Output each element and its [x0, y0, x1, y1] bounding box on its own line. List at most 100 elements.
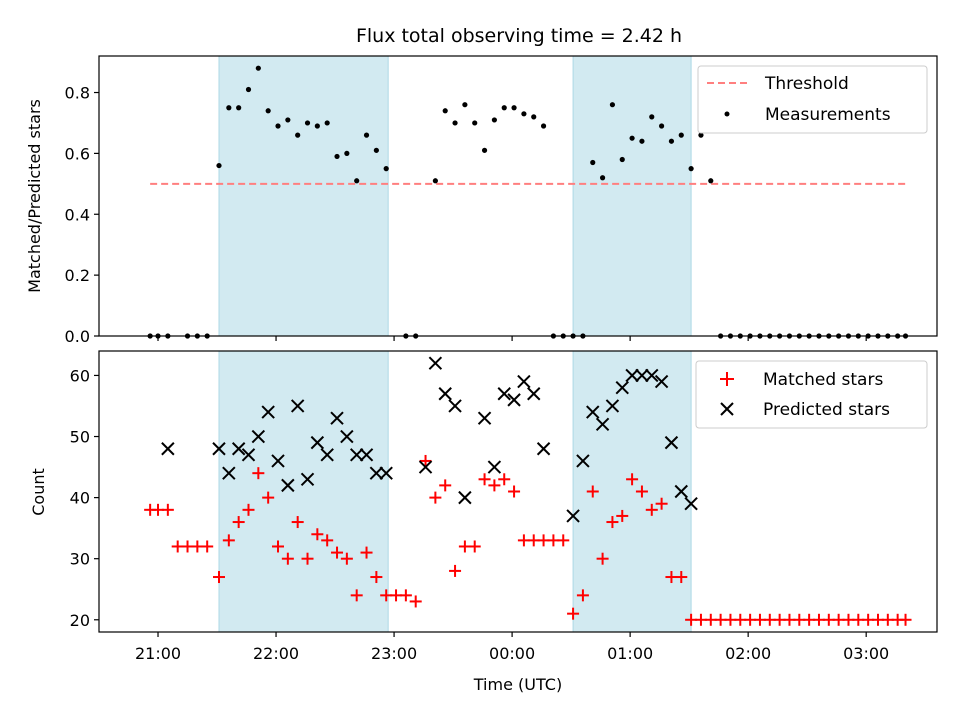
matched-star-marker [222, 534, 235, 547]
matched-star-marker [468, 540, 481, 553]
predicted-star-marker [251, 429, 266, 444]
predicted-star-marker [241, 448, 256, 462]
matched-star-marker [449, 564, 462, 577]
predicted-star-marker [271, 454, 285, 468]
matched-star-marker [360, 546, 373, 559]
measurement-point [531, 114, 537, 120]
matched-star-marker [626, 473, 639, 486]
legend-predicted-swatch [720, 402, 734, 416]
matched-star-marker [350, 589, 363, 602]
matched-star-marker [429, 491, 442, 504]
matched-star-marker [232, 516, 245, 529]
measurement-point [491, 117, 497, 123]
measurement-point [599, 175, 606, 181]
predicted-star-marker [222, 466, 236, 480]
measurement-point [609, 102, 616, 108]
top-y-tick-label: 0.6 [65, 144, 90, 163]
measurement-point [442, 108, 448, 114]
measurement-point [344, 150, 350, 156]
matched-star-marker [675, 571, 688, 584]
matched-star-marker [586, 485, 599, 498]
predicted-star-marker [477, 411, 492, 425]
measurement-point [639, 138, 645, 144]
predicted-star-marker [595, 417, 610, 432]
predicted-star-marker [684, 497, 698, 511]
matched-star-marker [606, 516, 619, 529]
x-tick-label: 03:00 [843, 644, 889, 663]
matched-star-marker [576, 589, 589, 602]
matched-star-marker [508, 485, 521, 498]
matched-star-marker [311, 528, 324, 541]
matched-star-marker [281, 552, 294, 565]
bottom-y-tick-label: 30 [70, 550, 90, 569]
matched-star-marker [340, 552, 353, 565]
x-tick-label: 01:00 [607, 644, 653, 663]
predicted-star-marker [369, 466, 384, 480]
matched-star-marker [252, 467, 265, 480]
matched-star-marker [635, 485, 648, 498]
measurement-point [236, 105, 242, 111]
top-y-tick-label: 0.0 [65, 327, 90, 346]
predicted-star-marker [536, 442, 551, 456]
top-panel: 0.00.20.40.60.8 Matched/Predicted stars … [25, 55, 938, 346]
measurement-point [668, 138, 675, 144]
measurement-point [472, 120, 478, 126]
bottom-legend-box [695, 360, 928, 429]
matched-star-marker [370, 571, 383, 584]
predicted-star-marker [586, 405, 600, 419]
legend-threshold-label: Threshold [764, 74, 849, 94]
x-axis-label: Time (UTC) [473, 675, 562, 694]
measurement-point [265, 108, 271, 114]
matched-star-marker [488, 479, 501, 492]
measurement-point [629, 135, 635, 141]
predicted-star-marker [645, 368, 659, 383]
predicted-star-marker [605, 399, 620, 413]
matched-star-marker [567, 607, 580, 620]
measurement-point [314, 123, 320, 129]
measurement-point [226, 105, 232, 111]
measurement-point [285, 117, 291, 123]
predicted-star-marker [507, 393, 521, 407]
measurement-point [324, 120, 330, 126]
measurement-point [354, 178, 360, 184]
predicted-star-marker [487, 460, 502, 474]
predicted-star-marker [320, 448, 334, 462]
measurement-point [462, 102, 468, 108]
measurement-point [688, 166, 694, 172]
measurement-point [304, 120, 311, 126]
predicted-star-marker [428, 356, 443, 370]
bottom-panel: 20 30 40 50 60 21:00 22:00 23:00 00:00 01:00 02:0… [29, 350, 938, 694]
matched-star-marker [291, 516, 304, 529]
predicted-star-marker [310, 435, 325, 450]
predicted-star-marker [231, 442, 246, 456]
observing-window-span [218, 55, 389, 337]
matched-star-marker [161, 503, 174, 516]
predicted-star-marker [438, 387, 452, 401]
predicted-star-marker [625, 368, 639, 383]
bottom-y-axis-label: Count [29, 468, 48, 516]
observing-window-span [218, 350, 389, 633]
predicted-star-marker [261, 405, 275, 419]
matched-star-marker [399, 589, 412, 602]
predicted-star-marker [379, 466, 393, 480]
predicted-star-marker [300, 472, 315, 486]
predicted-star-marker [281, 478, 295, 493]
predicted-star-marker [161, 442, 175, 456]
bottom-y-tick-label: 50 [70, 428, 90, 447]
matched-star-marker [212, 571, 225, 584]
matched-star-marker [321, 534, 334, 547]
measurement-point [245, 86, 252, 93]
top-legend: Threshold Measurements [697, 65, 928, 134]
top-legend-box [697, 65, 928, 134]
matched-star-marker [272, 540, 285, 553]
predicted-star-marker [635, 368, 649, 383]
measurement-point [649, 114, 655, 120]
predicted-star-marker [340, 429, 354, 444]
legend-measurements-swatch [724, 111, 730, 117]
x-tick-label: 22:00 [253, 644, 299, 663]
measurement-point [383, 166, 389, 172]
chart-title: Flux total observing time = 2.42 h [356, 25, 682, 47]
measurement-point [432, 178, 438, 184]
top-y-tick-label: 0.4 [65, 205, 90, 224]
measurement-point [708, 178, 714, 184]
